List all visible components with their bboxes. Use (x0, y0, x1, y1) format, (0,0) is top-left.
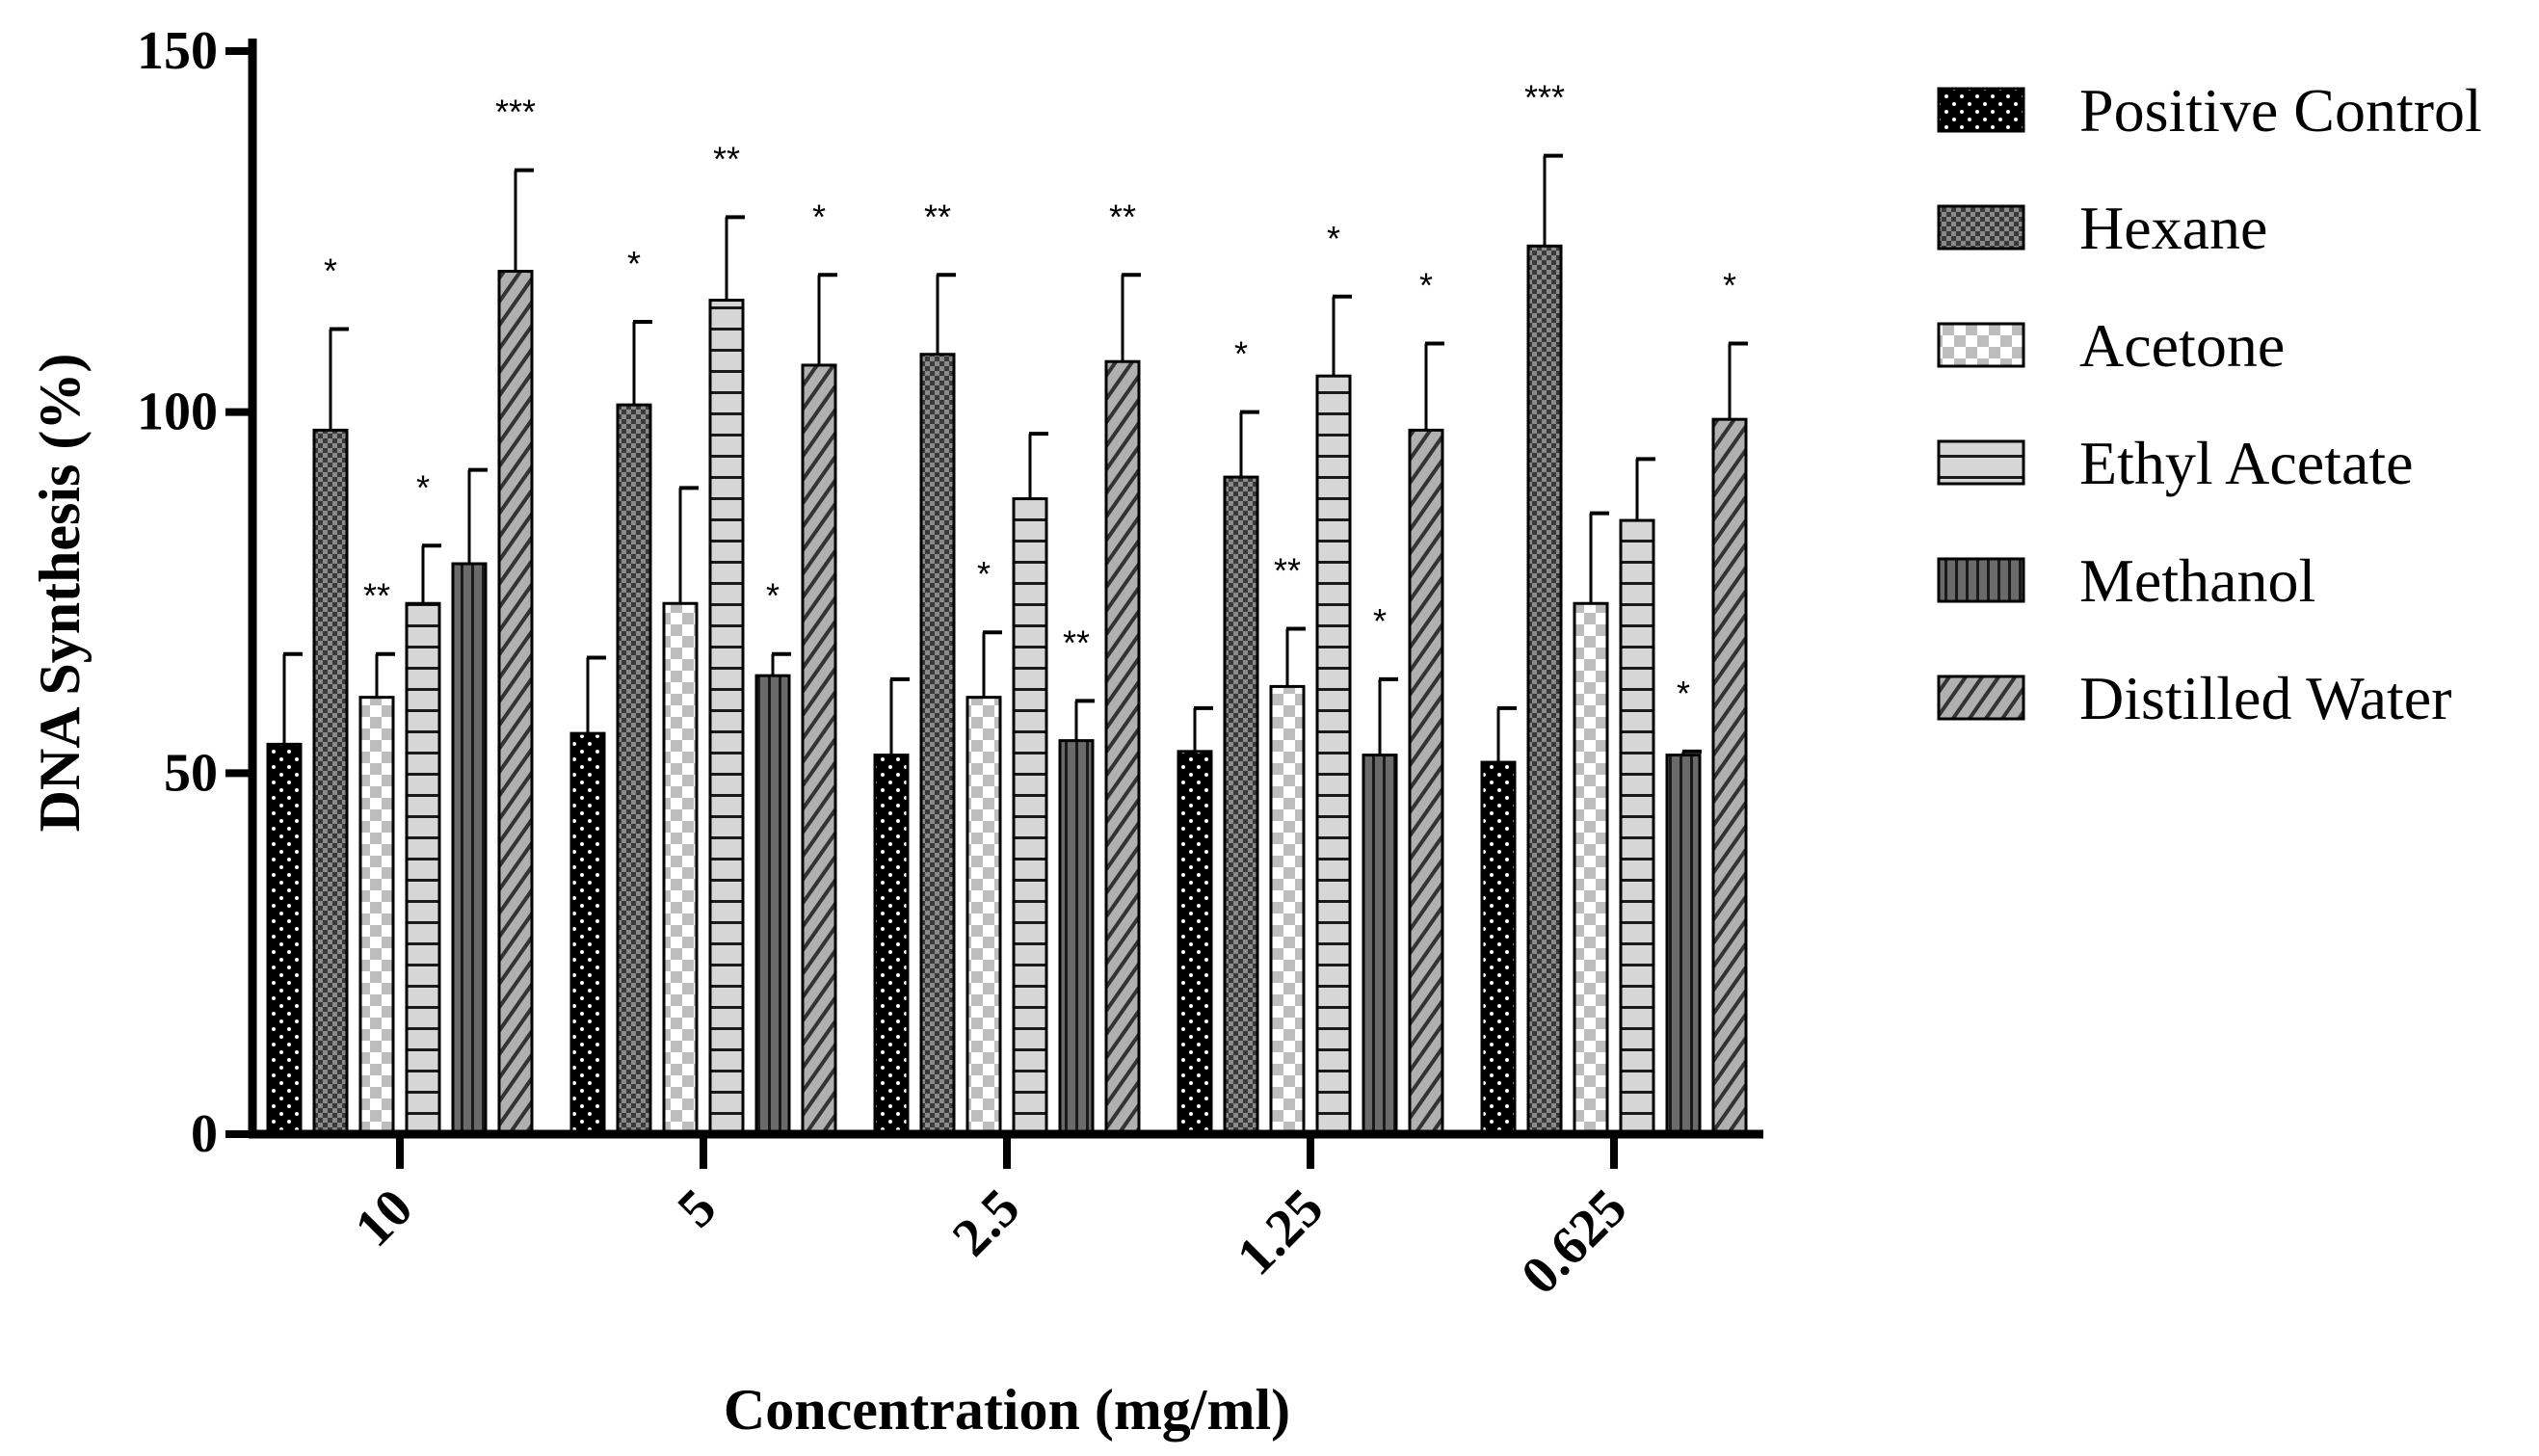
bars-layer (266, 244, 1748, 1136)
bar-methanol-0-625 (1665, 754, 1702, 1136)
bar-distilled-water-10 (497, 270, 534, 1136)
bar-positive-control-0-625 (1480, 760, 1517, 1136)
significance-distilled-water-1-25: * (1419, 265, 1433, 304)
legend-swatch-acetone (1937, 322, 2025, 368)
significance-methanol-2-5: ** (1063, 622, 1090, 662)
y-tick-label-0: 0 (191, 1104, 218, 1164)
bar-acetone-1-25 (1269, 684, 1306, 1136)
significance-ethyl-acetate-1-25: * (1327, 219, 1340, 258)
significance-acetone-10: ** (363, 576, 390, 616)
y-tick-label-150: 150 (137, 21, 218, 81)
significance-hexane-5: * (627, 244, 641, 283)
legend-swatch-methanol (1937, 557, 2025, 603)
significance-acetone-2-5: * (977, 554, 991, 594)
bar-hexane-1-25 (1223, 475, 1259, 1136)
legend-label-hexane: Hexane (2079, 194, 2267, 262)
significance-hexane-1-25: * (1234, 334, 1248, 374)
bar-methanol-10 (451, 562, 488, 1136)
bar-methanol-2-5 (1058, 739, 1095, 1136)
significance-distilled-water-10: *** (495, 93, 536, 132)
significance-methanol-0-625: * (1677, 674, 1690, 713)
bar-positive-control-1-25 (1177, 750, 1213, 1136)
significance-methanol-5: * (766, 576, 780, 616)
bar-methanol-5 (754, 674, 791, 1136)
bar-positive-control-5 (569, 731, 606, 1136)
bar-distilled-water-1-25 (1408, 428, 1444, 1136)
y-tick-label-50: 50 (164, 743, 218, 803)
bar-ethyl-acetate-2-5 (1012, 497, 1048, 1136)
bar-distilled-water-2-5 (1104, 359, 1141, 1136)
bar-hexane-2-5 (919, 353, 956, 1136)
legend-swatch-ethyl-acetate (1937, 439, 2025, 486)
bar-ethyl-acetate-10 (405, 601, 441, 1136)
legend-label-positive-control: Positive Control (2079, 76, 2482, 145)
bar-positive-control-10 (266, 742, 303, 1136)
bar-acetone-2-5 (965, 696, 1002, 1136)
x-tick-label-1-25: 1.25 (1226, 1178, 1335, 1286)
significance-distilled-water-0-625: * (1723, 265, 1736, 304)
significance-layer: * ********** *************** *** * (324, 78, 1736, 713)
bar-positive-control-2-5 (873, 754, 910, 1136)
significance-distilled-water-2-5: ** (1109, 197, 1136, 236)
legend-swatch-positive-control (1937, 87, 2025, 133)
legend-label-ethyl-acetate: Ethyl Acetate (2079, 429, 2414, 497)
bar-acetone-10 (358, 696, 395, 1136)
axes-layer: 0 50 100 150 10 5 2.5 1.25 0.625 DNA Synthesis (%… (28, 21, 1763, 1442)
y-axis-title: DNA Synthesis (%) (28, 354, 92, 833)
bar-distilled-water-5 (801, 363, 837, 1136)
legend-label-acetone: Acetone (2079, 311, 2285, 380)
legend-label-methanol: Methanol (2079, 546, 2315, 615)
bar-acetone-0-625 (1573, 601, 1609, 1136)
error-bars-layer (282, 153, 1748, 763)
bar-methanol-1-25 (1362, 754, 1398, 1136)
x-tick-label-0-625: 0.625 (1510, 1178, 1638, 1306)
legend-swatch-hexane (1937, 204, 2025, 251)
significance-hexane-0-625: *** (1524, 78, 1565, 118)
x-axis-title: Concentration (mg/ml) (724, 1378, 1290, 1442)
significance-methanol-1-25: * (1373, 601, 1387, 641)
x-tick-label-10: 10 (344, 1178, 424, 1257)
bar-ethyl-acetate-1-25 (1315, 374, 1352, 1136)
significance-distilled-water-5: * (812, 197, 826, 236)
bar-distilled-water-0-625 (1711, 417, 1748, 1136)
significance-hexane-10: * (324, 251, 337, 290)
significance-acetone-1-25: ** (1274, 550, 1301, 590)
x-tick-label-2-5: 2.5 (941, 1178, 1031, 1267)
bar-acetone-5 (662, 601, 699, 1136)
significance-ethyl-acetate-10: * (416, 467, 430, 507)
significance-ethyl-acetate-5: ** (713, 139, 740, 178)
legend-swatch-distilled-water (1937, 675, 2025, 721)
significance-hexane-2-5: ** (924, 197, 951, 236)
legend-label-distilled-water: Distilled Water (2079, 664, 2451, 732)
bar-ethyl-acetate-5 (708, 299, 745, 1136)
bar-hexane-0-625 (1526, 244, 1563, 1136)
bar-ethyl-acetate-0-625 (1619, 518, 1655, 1136)
legend: Positive Control Hexane Acetone Ethyl Aceta… (1937, 76, 2482, 732)
bar-hexane-10 (312, 428, 349, 1136)
bar-hexane-5 (616, 403, 652, 1136)
y-tick-label-100: 100 (137, 383, 218, 442)
x-tick-label-5: 5 (667, 1178, 728, 1239)
